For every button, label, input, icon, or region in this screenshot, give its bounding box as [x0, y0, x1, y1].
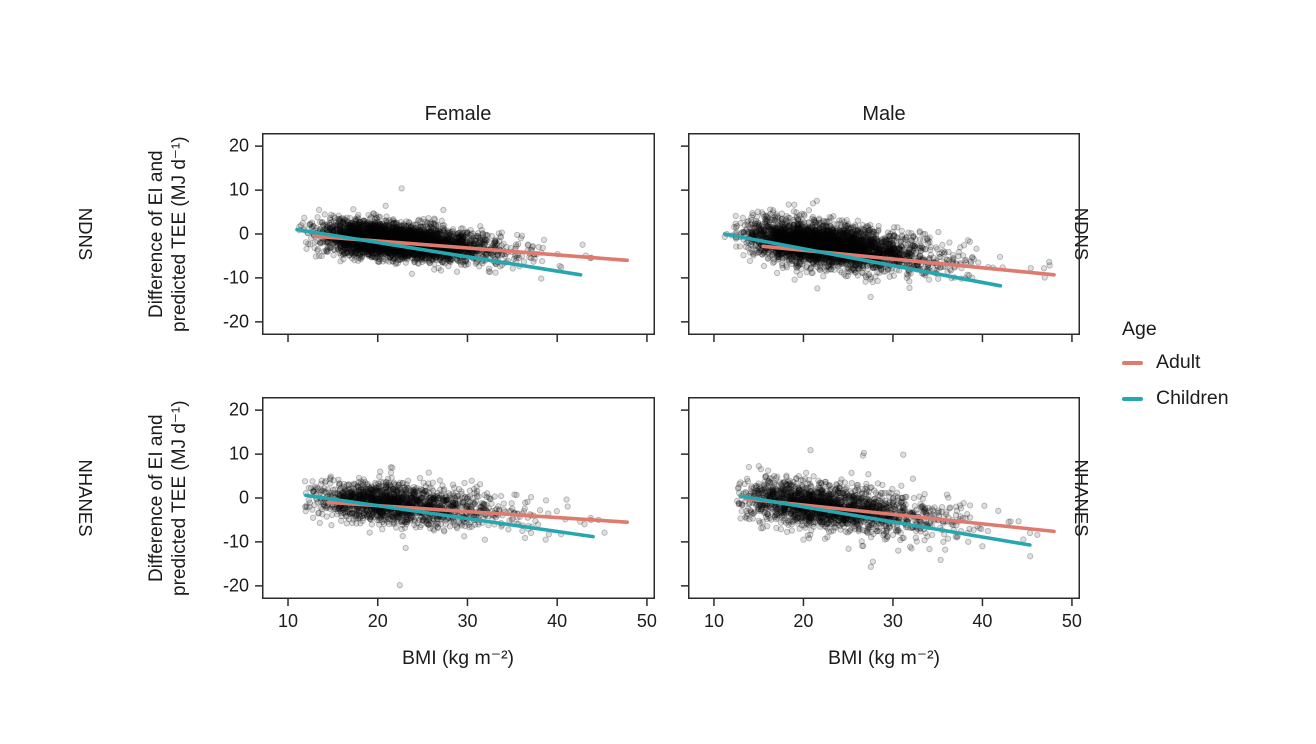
legend-item-children: Children: [1122, 387, 1229, 410]
scatter-canvas-ndns-female: [250, 133, 667, 347]
x-tick-label: 10: [703, 611, 724, 631]
plot-panel-nhanes-male: 10 20 30 40 50: [676, 397, 1092, 631]
y-tick-label: 0: [238, 487, 249, 508]
y-tick-label: 0: [238, 223, 249, 244]
y-tick-label: -10: [222, 531, 249, 552]
x-tick-label: 50: [1061, 611, 1082, 631]
facet-title-female: Female: [424, 103, 492, 125]
y-tick-label: 20: [228, 135, 249, 156]
row-strip-left-ndns: NDNS: [75, 207, 96, 261]
x-tick-label: 50: [636, 611, 657, 631]
x-axis-label-female: BMI (kg m⁻²): [401, 647, 515, 669]
y-tick-label: 10: [228, 443, 249, 464]
x-tick-label: 30: [457, 611, 478, 631]
y-tick-label: -10: [222, 267, 249, 288]
y-axis-label-nhanes: Difference of EI and predicted TEE (MJ d…: [145, 400, 190, 596]
y-tick-label: 10: [228, 179, 249, 200]
y-tick-label: -20: [222, 575, 249, 596]
scatter-canvas-ndns-male: [676, 133, 1092, 347]
x-axis-label-male: BMI (kg m⁻²): [827, 647, 941, 669]
plot-panel-nhanes-female: 20 10 0 -10 -20 10 20 30 40 50: [223, 397, 667, 631]
adult-line-swatch: [1122, 360, 1143, 365]
x-tick-label: 40: [547, 611, 568, 631]
children-line-swatch: [1122, 396, 1143, 401]
legend: Age Adult Children: [1122, 318, 1229, 423]
legend-item-adult: Adult: [1122, 351, 1229, 374]
scatter-canvas-nhanes-female: [250, 397, 667, 611]
x-tick-label: 20: [367, 611, 388, 631]
x-tick-label: 10: [278, 611, 299, 631]
y-tick-label: 20: [228, 399, 249, 420]
x-tick-label: 40: [972, 611, 993, 631]
y-tick-label: -20: [222, 311, 249, 332]
plot-panel-ndns-male: [676, 133, 1092, 347]
plot-panel-ndns-female: 20 10 0 -10 -20: [223, 133, 667, 347]
row-strip-right-ndns: NDNS: [1071, 208, 1144, 260]
x-tick-label: 30: [882, 611, 903, 631]
scatter-canvas-nhanes-male: [676, 397, 1092, 611]
x-tick-label: 20: [793, 611, 814, 631]
facet-title-male: Male: [862, 103, 906, 125]
row-strip-right-nhanes: NHANES: [1071, 459, 1169, 536]
legend-title: Age: [1122, 318, 1157, 340]
